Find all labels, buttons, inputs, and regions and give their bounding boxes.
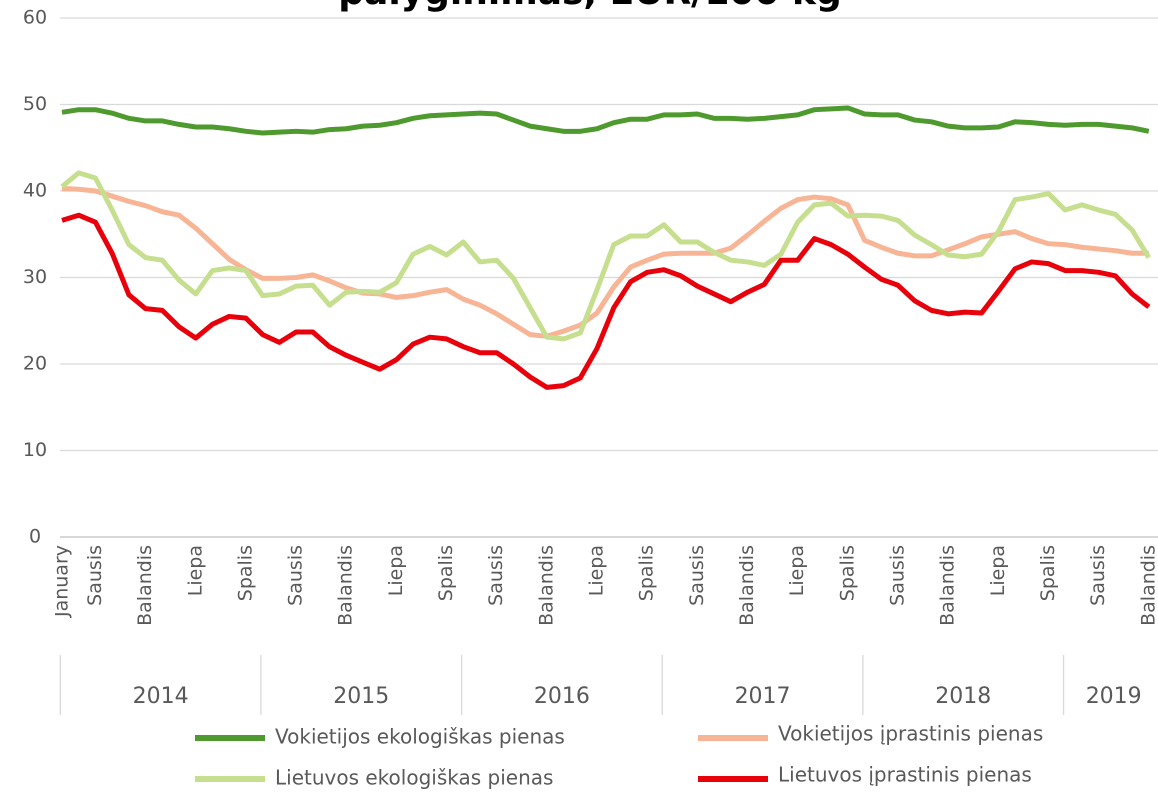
x-tick-label: Balandis — [535, 545, 557, 626]
y-tick-label: 10 — [23, 439, 47, 461]
x-tick-label: Spalis — [435, 545, 457, 601]
x-tick-label: Spalis — [836, 545, 858, 601]
y-tick-label: 30 — [23, 266, 47, 288]
chart-title: palyginimas, EUR/100 kg — [338, 0, 841, 13]
x-tick-label: Balandis — [937, 545, 959, 626]
year-label: 2015 — [333, 684, 389, 709]
x-tick-label: Spalis — [1037, 545, 1059, 601]
x-tick-label: Liepa — [987, 545, 1009, 596]
y-tick-label: 40 — [23, 180, 47, 202]
y-tick-label: 20 — [23, 353, 47, 375]
year-label: 2017 — [735, 684, 791, 709]
x-tick-label: Liepa — [586, 545, 608, 596]
x-tick-label: Liepa — [786, 545, 808, 596]
x-tick-label: Spalis — [234, 545, 256, 601]
year-label: 2019 — [1086, 684, 1142, 709]
x-axis: January Sausis Balandis Liepa Spalis Sausis Ba… — [51, 545, 1158, 715]
series-line — [61, 212, 1151, 390]
y-tick-label: 60 — [23, 7, 47, 29]
y-tick-label: 0 — [29, 526, 41, 548]
year-label: 2014 — [133, 684, 189, 709]
x-tick-label: Balandis — [134, 545, 156, 626]
legend-label: Lietuvos įprastinis pienas — [778, 763, 1032, 787]
legend-label: Vokietijos įprastinis pienas — [778, 722, 1043, 746]
x-tick-label: Sausis — [1087, 545, 1109, 606]
x-tick-label: Balandis — [1137, 545, 1158, 626]
x-tick-label: Sausis — [285, 545, 307, 606]
x-tick-label: Liepa — [184, 545, 206, 596]
legend-label: Lietuvos ekologiškas pienas — [275, 766, 553, 790]
x-tick-label: Sausis — [686, 545, 708, 606]
series-line — [60, 170, 1151, 342]
year-label: 2016 — [534, 684, 590, 709]
year-label: 2018 — [935, 684, 991, 709]
x-tick-label: Sausis — [887, 545, 909, 606]
x-tick-label: Sausis — [485, 545, 507, 606]
legend-label: Vokietijos ekologiškas pienas — [275, 725, 565, 749]
x-tick-label: January — [51, 545, 73, 618]
x-tick-label: Liepa — [385, 545, 407, 596]
x-tick-label: Balandis — [335, 545, 357, 626]
x-tick-label: Balandis — [736, 545, 758, 626]
x-tick-label: Spalis — [636, 545, 658, 601]
series-line — [61, 105, 1150, 136]
x-tick-label: Sausis — [84, 545, 106, 606]
y-tick-label: 50 — [23, 93, 47, 115]
